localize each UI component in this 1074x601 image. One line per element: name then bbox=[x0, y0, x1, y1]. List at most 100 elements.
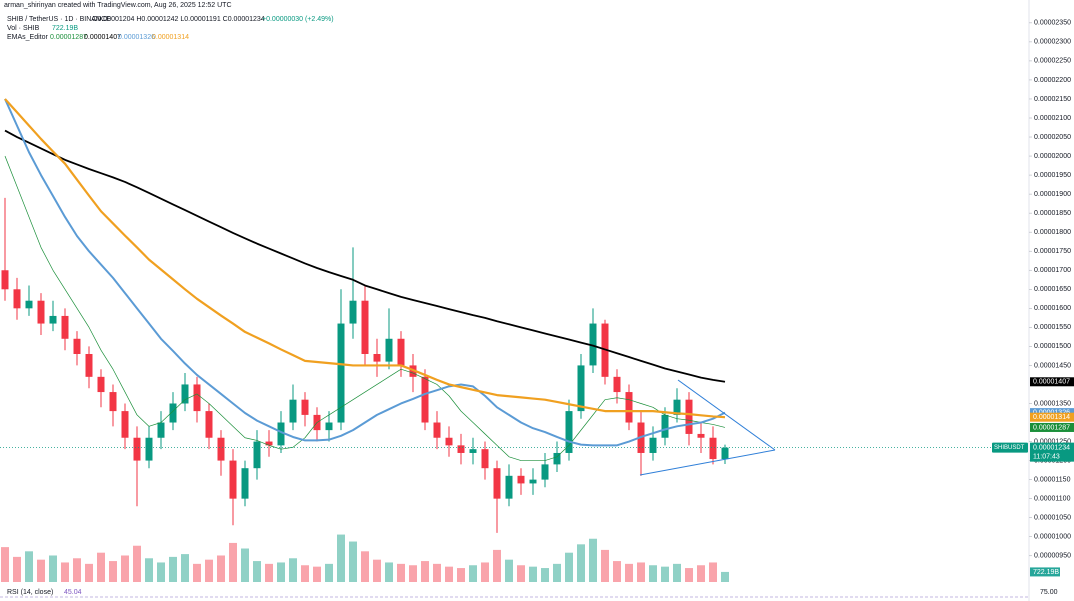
candle-body bbox=[553, 452, 561, 465]
candle-body bbox=[157, 422, 165, 438]
candle-body bbox=[709, 437, 717, 460]
candle-body bbox=[721, 447, 729, 460]
header-credit: arman_shirinyan created with TradingView… bbox=[4, 2, 232, 9]
y-tick-label: 0.00001900 bbox=[1034, 191, 1071, 198]
candle-body bbox=[697, 433, 705, 438]
volume-bar bbox=[349, 541, 357, 582]
y-tick-label: 0.00001250 bbox=[1034, 438, 1071, 445]
candle-body bbox=[241, 468, 249, 499]
volume-bar bbox=[313, 566, 321, 582]
y-tick-label: 0.00001500 bbox=[1034, 343, 1071, 350]
volume-bar bbox=[409, 565, 417, 582]
candle-body bbox=[61, 315, 69, 339]
candle-body bbox=[97, 376, 105, 393]
volume-bar bbox=[229, 542, 237, 582]
candle-body bbox=[121, 411, 129, 438]
plot-area bbox=[0, 98, 1029, 582]
triangle-upper bbox=[677, 379, 776, 451]
candle-body bbox=[25, 300, 33, 309]
volume-bar bbox=[265, 563, 273, 582]
y-tick-label: 0.00002250 bbox=[1034, 58, 1071, 65]
volume-bar bbox=[433, 563, 441, 582]
y-tick-label: 0.00001950 bbox=[1034, 172, 1071, 179]
volume-tag-text: 722.19B bbox=[1033, 569, 1059, 576]
volume-bar bbox=[361, 551, 369, 582]
candle-body bbox=[169, 403, 177, 423]
volume-bar bbox=[157, 562, 165, 582]
volume-bar bbox=[217, 555, 225, 582]
candle-body bbox=[73, 338, 81, 354]
ema-tag bbox=[1030, 408, 1074, 418]
volume-bar bbox=[721, 571, 729, 582]
candle-body bbox=[613, 376, 621, 393]
y-tick-label: 0.00002350 bbox=[1034, 20, 1071, 27]
volume-bar bbox=[493, 549, 501, 582]
candle-body bbox=[13, 289, 21, 309]
candle-body bbox=[649, 437, 657, 453]
candle-body bbox=[109, 392, 117, 412]
countdown-text: 11:07:43 bbox=[1033, 453, 1060, 460]
ema-tag-text: 0.00001287 bbox=[1033, 424, 1070, 431]
candle-body bbox=[217, 437, 225, 461]
candle-body bbox=[625, 392, 633, 423]
candle-body bbox=[661, 414, 669, 438]
volume-bar bbox=[85, 563, 93, 582]
ohlc: O0.00001204 H0.00001242 L0.00001191 C0.0… bbox=[92, 16, 265, 23]
candle-body bbox=[445, 437, 453, 446]
candle-body bbox=[517, 475, 525, 484]
candle-body bbox=[337, 323, 345, 423]
candle-body bbox=[541, 464, 549, 480]
volume-bar bbox=[133, 545, 141, 582]
header: arman_shirinyan created with TradingView… bbox=[4, 2, 1058, 596]
volume-bar bbox=[193, 563, 201, 582]
rsi-value: 45.04 bbox=[64, 589, 82, 596]
symbol-tag-text: SHIBUSDT bbox=[994, 445, 1025, 451]
volume-bar bbox=[253, 561, 261, 582]
volume-bar bbox=[697, 565, 705, 582]
volume-bar bbox=[421, 561, 429, 582]
ema-line bbox=[4, 98, 726, 447]
candle-body bbox=[1, 270, 9, 290]
volume-bar bbox=[337, 534, 345, 582]
candle-body bbox=[325, 422, 333, 431]
volume-bar bbox=[61, 562, 69, 582]
ema-legend-value: 0.00001314 bbox=[152, 34, 189, 41]
volume-bar bbox=[205, 559, 213, 582]
volume-bar bbox=[577, 544, 585, 582]
rsi-tick: 75.00 bbox=[1040, 589, 1058, 596]
volume-bar bbox=[553, 563, 561, 582]
volume-bar bbox=[121, 555, 129, 582]
volume-bar bbox=[649, 565, 657, 582]
ema-tag bbox=[1030, 377, 1074, 387]
volume-bar bbox=[169, 556, 177, 582]
volume-bar bbox=[661, 566, 669, 582]
y-tick-label: 0.00001750 bbox=[1034, 248, 1071, 255]
candle-body bbox=[397, 338, 405, 366]
volume-bar bbox=[565, 552, 573, 582]
volume-bar bbox=[685, 568, 693, 582]
volume-bar bbox=[49, 555, 57, 582]
candle-body bbox=[565, 411, 573, 453]
volume-bar bbox=[277, 562, 285, 582]
volume-bar bbox=[73, 558, 81, 582]
candle-body bbox=[505, 475, 513, 499]
y-tick-label: 0.00002200 bbox=[1034, 77, 1071, 84]
volume-bar bbox=[109, 561, 117, 582]
volume-tag bbox=[1030, 567, 1060, 577]
candle-body bbox=[277, 422, 285, 446]
change: +0.00000030 (+2.49%) bbox=[262, 16, 334, 23]
ema-legend-value: 0.00001287 bbox=[50, 34, 87, 41]
ema-line bbox=[4, 155, 726, 461]
y-tick-label: 0.00001550 bbox=[1034, 324, 1071, 331]
candle-body bbox=[85, 354, 93, 377]
indicator-name: EMAs_Editor bbox=[7, 34, 49, 41]
candle-body bbox=[193, 384, 201, 412]
candle-body bbox=[529, 479, 537, 484]
candle-body bbox=[133, 437, 141, 461]
candle-body bbox=[385, 338, 393, 362]
volume-bar bbox=[325, 563, 333, 582]
candle-body bbox=[181, 384, 189, 404]
symbol-tag bbox=[992, 442, 1028, 453]
volume-bar bbox=[469, 565, 477, 582]
